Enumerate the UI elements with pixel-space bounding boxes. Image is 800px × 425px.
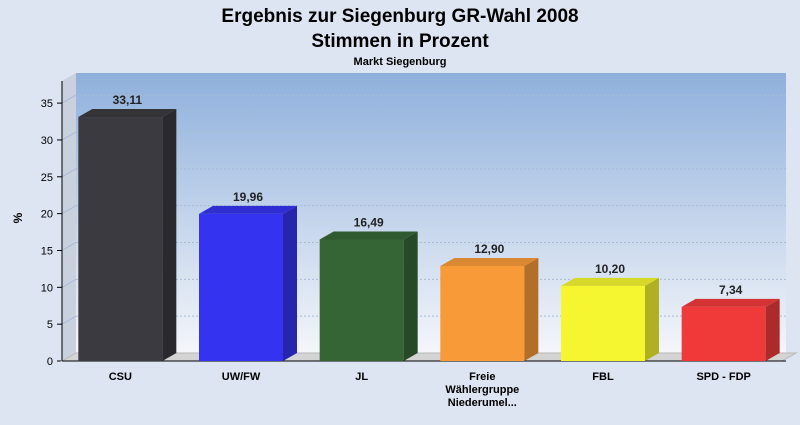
bar-top <box>440 257 539 266</box>
bar <box>78 109 177 361</box>
y-tick-label: 5 <box>47 319 53 331</box>
bar-side <box>283 205 297 361</box>
y-tick-label: 0 <box>47 356 53 368</box>
y-axis-label: % <box>11 212 25 223</box>
bar-value-label: 33,11 <box>113 93 143 107</box>
x-tick-label: Freie <box>469 371 495 383</box>
bar-value-label: 10,20 <box>595 262 625 276</box>
chart-title: Ergebnis zur Siegenburg GR-Wahl 2008 <box>221 6 578 27</box>
bar-side <box>765 298 780 361</box>
bar-side <box>162 109 177 361</box>
bar-front <box>199 213 283 361</box>
bar-value-label: 19,96 <box>233 190 263 204</box>
y-tick-label: 30 <box>41 135 53 147</box>
bar <box>561 277 659 361</box>
bar-top <box>319 231 418 240</box>
bar-top <box>561 277 659 286</box>
x-tick-label: Niederumel... <box>448 397 517 409</box>
bar <box>681 298 780 361</box>
bar-front <box>78 117 163 361</box>
chart-caption: Markt Siegenburg <box>354 56 447 68</box>
plot-background <box>76 73 786 353</box>
bar-side <box>403 231 418 361</box>
gridline-side <box>61 278 77 288</box>
bar-side <box>524 257 539 361</box>
x-tick-label: CSU <box>109 371 132 383</box>
gridline-side <box>61 315 77 325</box>
gridline-side <box>61 205 77 215</box>
bar-value-label: 12,90 <box>474 242 504 256</box>
bar-value-label: 7,34 <box>719 283 743 297</box>
x-tick-label: SPD - FDP <box>696 371 750 383</box>
y-tick-label: 25 <box>41 172 53 184</box>
chart-subtitle: Stimmen in Prozent <box>311 31 489 52</box>
x-tick-label: JL <box>355 371 368 383</box>
bar-top <box>199 205 297 214</box>
bar <box>440 257 539 361</box>
y-tick-label: 20 <box>41 209 53 221</box>
y-tick-label: 10 <box>41 282 53 294</box>
x-tick-label: UW/FW <box>222 371 261 383</box>
bar-value-label: 16,49 <box>354 215 384 229</box>
bar-top <box>681 298 780 307</box>
bar-front <box>561 285 645 361</box>
bar-front <box>440 265 525 361</box>
gridline-side <box>61 168 77 178</box>
gridline-side <box>61 131 77 141</box>
y-tick-label: 15 <box>41 245 53 257</box>
bar-front <box>681 306 766 361</box>
bar <box>319 231 418 361</box>
plot-side-wall <box>62 73 76 361</box>
gridline-side <box>61 94 77 104</box>
bar-top <box>78 109 177 118</box>
y-tick-label: 35 <box>41 98 53 110</box>
bar-front <box>319 239 404 361</box>
bar-side <box>645 277 659 361</box>
x-tick-label: Wählergruppe <box>445 384 519 396</box>
x-tick-label: FBL <box>592 371 614 383</box>
bar <box>199 205 297 361</box>
gridline-side <box>61 242 77 251</box>
